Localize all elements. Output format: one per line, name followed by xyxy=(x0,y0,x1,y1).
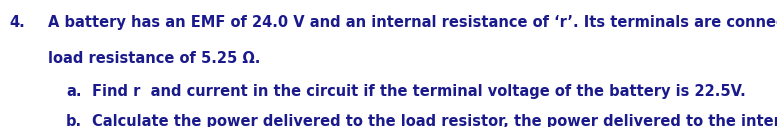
Text: load resistance of 5.25 Ω.: load resistance of 5.25 Ω. xyxy=(48,51,260,66)
Text: Calculate the power delivered to the load resistor, the power delivered to the i: Calculate the power delivered to the loa… xyxy=(92,114,777,127)
Text: b.: b. xyxy=(66,114,82,127)
Text: A battery has an EMF of 24.0 V and an internal resistance of ‘r’. Its terminals : A battery has an EMF of 24.0 V and an in… xyxy=(48,15,777,30)
Text: 4.: 4. xyxy=(9,15,25,30)
Text: Find r  and current in the circuit if the terminal voltage of the battery is 22.: Find r and current in the circuit if the… xyxy=(92,84,745,99)
Text: a.: a. xyxy=(66,84,82,99)
